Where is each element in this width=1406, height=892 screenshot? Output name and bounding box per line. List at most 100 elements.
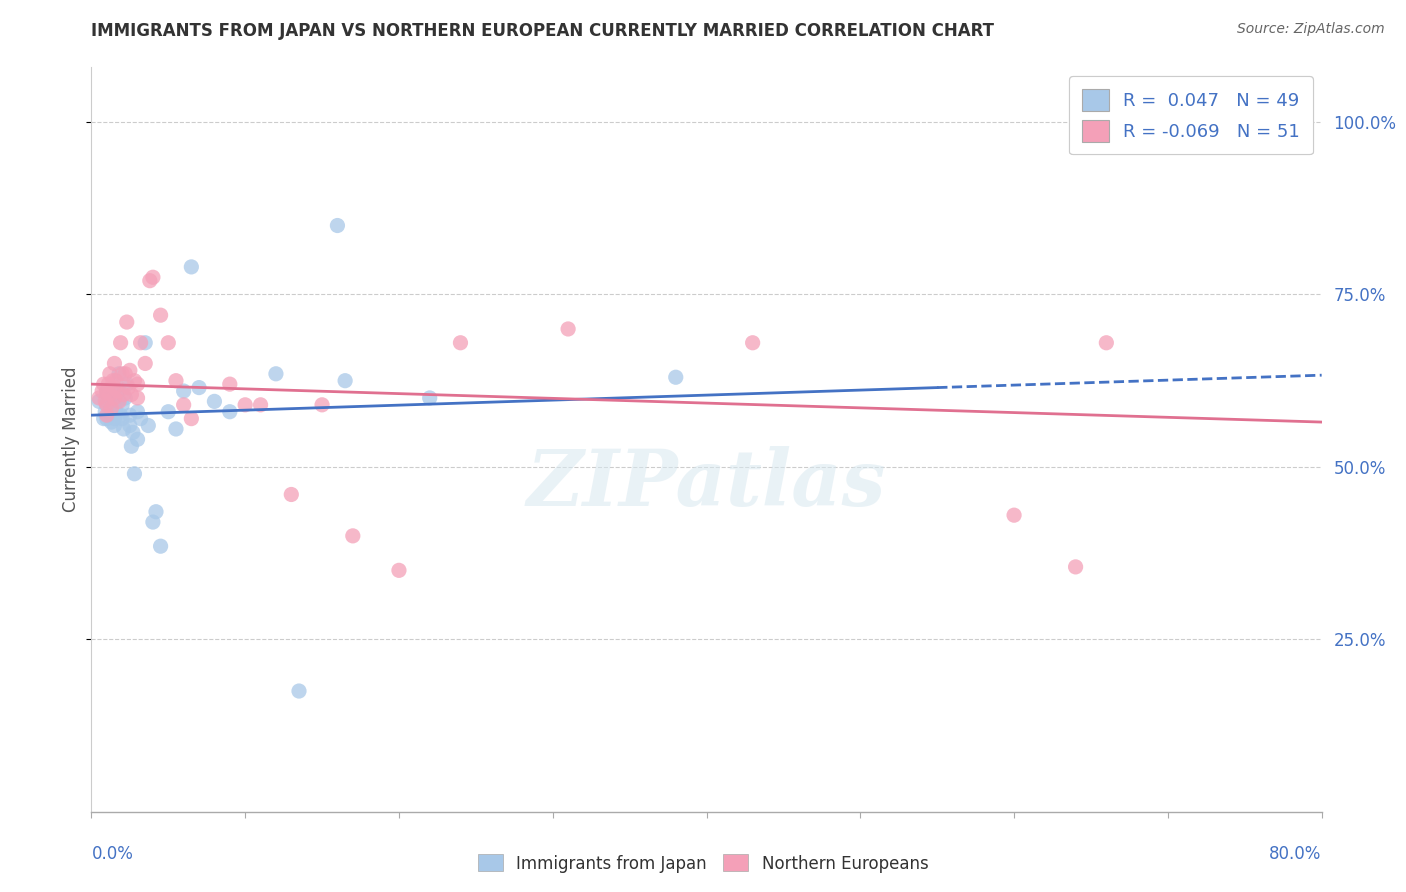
Point	[107, 384, 129, 398]
Point	[94, 394, 117, 409]
Point	[139, 274, 162, 288]
Point	[326, 219, 349, 233]
Text: IMMIGRANTS FROM JAPAN VS NORTHERN EUROPEAN CURRENTLY MARRIED CORRELATION CHART: IMMIGRANTS FROM JAPAN VS NORTHERN EUROPE…	[91, 22, 994, 40]
Point	[342, 529, 364, 543]
Point	[165, 422, 187, 436]
Point	[103, 411, 125, 425]
Point	[557, 322, 579, 336]
Point	[665, 370, 688, 384]
Point	[103, 391, 125, 405]
Point	[105, 405, 127, 419]
Point	[1095, 335, 1118, 350]
Point	[142, 270, 165, 285]
Point	[111, 367, 134, 381]
Point	[218, 377, 240, 392]
Point	[112, 387, 135, 401]
Legend: Immigrants from Japan, Northern Europeans: Immigrants from Japan, Northern European…	[471, 847, 935, 880]
Text: Source: ZipAtlas.com: Source: ZipAtlas.com	[1237, 22, 1385, 37]
Point	[157, 335, 180, 350]
Point	[103, 418, 125, 433]
Point	[233, 398, 256, 412]
Point	[127, 377, 149, 392]
Point	[202, 394, 225, 409]
Point	[264, 367, 287, 381]
Point	[112, 422, 135, 436]
Point	[129, 411, 152, 425]
Point	[134, 356, 156, 370]
Point	[98, 391, 121, 405]
Text: ZIPatlas: ZIPatlas	[527, 446, 886, 522]
Point	[93, 411, 115, 425]
Point	[118, 408, 141, 422]
Point	[108, 394, 131, 409]
Point	[157, 405, 180, 419]
Point	[145, 505, 167, 519]
Point	[149, 308, 172, 322]
Point	[101, 374, 124, 388]
Point	[173, 384, 195, 398]
Point	[188, 381, 211, 395]
Point	[96, 398, 118, 412]
Point	[388, 563, 411, 577]
Text: 0.0%: 0.0%	[91, 846, 134, 863]
Point	[93, 377, 115, 392]
Point	[142, 515, 165, 529]
Point	[117, 381, 139, 395]
Point	[97, 377, 120, 392]
Point	[1064, 560, 1087, 574]
Point	[1002, 508, 1025, 523]
Point	[103, 381, 125, 395]
Point	[111, 398, 134, 412]
Point	[120, 439, 142, 453]
Point	[118, 363, 141, 377]
Point	[115, 315, 138, 329]
Point	[173, 398, 195, 412]
Point	[87, 391, 110, 405]
Point	[118, 418, 141, 433]
Point	[110, 408, 132, 422]
Point	[115, 377, 138, 392]
Point	[110, 335, 132, 350]
Point	[103, 384, 125, 398]
Point	[96, 384, 118, 398]
Point	[114, 367, 136, 381]
Point	[165, 374, 187, 388]
Y-axis label: Currently Married: Currently Married	[62, 367, 80, 512]
Point	[100, 415, 122, 429]
Legend: R =  0.047   N = 49, R = -0.069   N = 51: R = 0.047 N = 49, R = -0.069 N = 51	[1069, 76, 1313, 154]
Point	[180, 411, 202, 425]
Point	[108, 384, 131, 398]
Point	[127, 433, 149, 447]
Point	[98, 405, 121, 419]
Point	[419, 391, 441, 405]
Point	[111, 411, 134, 425]
Text: 80.0%: 80.0%	[1270, 846, 1322, 863]
Point	[87, 394, 110, 409]
Point	[449, 335, 471, 350]
Point	[149, 539, 172, 553]
Point	[98, 387, 121, 401]
Point	[127, 391, 149, 405]
Point	[100, 401, 122, 416]
Point	[114, 391, 136, 405]
Point	[96, 398, 118, 412]
Point	[122, 425, 145, 440]
Point	[180, 260, 202, 274]
Point	[134, 335, 156, 350]
Point	[333, 374, 356, 388]
Point	[124, 374, 146, 388]
Point	[105, 374, 127, 388]
Point	[96, 408, 118, 422]
Point	[249, 398, 271, 412]
Point	[103, 356, 125, 370]
Point	[96, 411, 118, 425]
Point	[280, 487, 302, 501]
Point	[218, 405, 240, 419]
Point	[96, 384, 118, 398]
Point	[94, 405, 117, 419]
Point	[136, 418, 159, 433]
Point	[124, 467, 146, 481]
Point	[91, 384, 114, 398]
Point	[129, 335, 152, 350]
Point	[120, 387, 142, 401]
